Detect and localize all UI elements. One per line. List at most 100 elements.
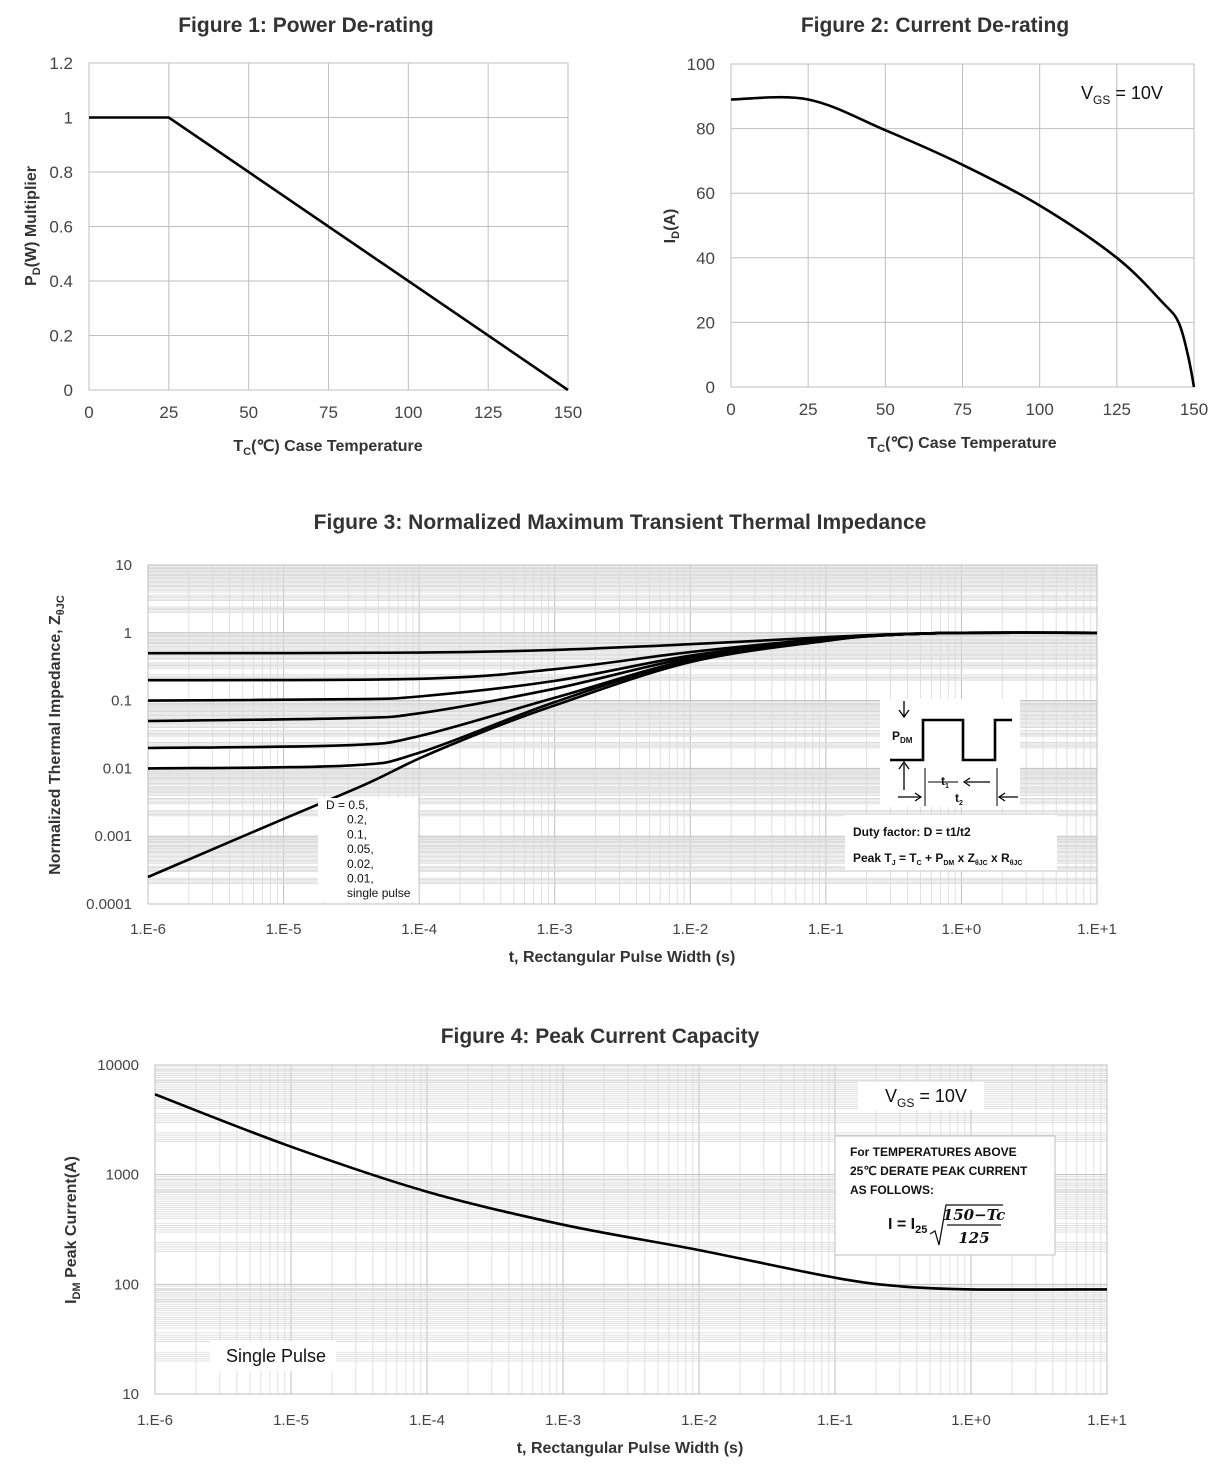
f1-x-tick-6: 150 — [554, 403, 582, 422]
figure-4-x-ticks: 1.E-6 1.E-5 1.E-4 1.E-3 1.E-2 1.E-1 1.E+0 1.E+1 — [137, 1412, 1127, 1429]
derate-formula-denominator: 125 — [958, 1229, 989, 1247]
t2-arrow-left-head — [914, 792, 923, 802]
pdm-arrow-bottom-head — [898, 760, 910, 770]
figure-3-title: Figure 3: Normalized Maximum Transient T… — [314, 511, 927, 534]
figure-4-derate-note: For TEMPERATURES ABOVE 25℃ DERATE PEAK C… — [834, 1135, 1056, 1256]
f4-x-tick-2: 1.E-4 — [409, 1412, 445, 1429]
figure-2-series-id — [730, 95, 1196, 388]
derate-formula-lhs: I = I25 — [888, 1216, 927, 1236]
f1-x-tick-5: 125 — [474, 403, 502, 422]
figure-2-x-ticks: 0 25 50 75 100 125 150 — [726, 400, 1208, 419]
figure-3-formula-box: Duty factor: D = t1/t2 Peak TJ = TC + PD… — [845, 815, 1057, 870]
f1-x-tick-3: 75 — [319, 403, 338, 422]
figure-4-y-ticks: 10 100 1000 10000 — [97, 1057, 139, 1403]
f2-x-tick-4: 100 — [1025, 400, 1053, 419]
figure-4-x-label: t, Rectangular Pulse Width (s) — [517, 1440, 744, 1457]
f1-y-tick-2: 0.4 — [49, 272, 73, 291]
f2-y-tick-1: 20 — [696, 313, 715, 332]
figure-3-legend-box — [318, 798, 418, 902]
f2-y-tick-0: 0 — [706, 378, 715, 397]
t1-arrow-right-head — [962, 777, 971, 787]
figure-2: Figure 2: Current De-rating 0 25 50 75 100 12… — [662, 14, 1208, 455]
figure-1-x-ticks: 0 25 50 75 100 125 150 — [84, 403, 582, 422]
figure-1-y-label: PD(W) Multiplier — [23, 166, 43, 286]
figure-1-title: Figure 1: Power De-rating — [178, 14, 434, 37]
derate-note-line-3: AS FOLLOWS: — [850, 1183, 934, 1197]
f4-x-tick-1: 1.E-5 — [273, 1412, 309, 1429]
figure-2-grid — [730, 63, 1195, 388]
derate-formula-radical — [929, 1204, 1003, 1246]
f3-x-tick-1: 1.E-5 — [266, 921, 302, 938]
f1-y-tick-6: 1.2 — [49, 54, 73, 73]
figure-3-legend: D = 0.5,0.2,0.1,0.05,0.02,0.01,single pu… — [326, 798, 411, 900]
f1-plot-frame — [88, 62, 569, 391]
figure-1-series-pd — [89, 116, 569, 392]
f4-x-tick-7: 1.E+1 — [1087, 1412, 1127, 1429]
figure-3-legend-line-3: 0.05, — [347, 842, 374, 856]
figure-3-legend-line-2: 0.1, — [347, 827, 367, 841]
f2-plot-frame — [730, 63, 1195, 388]
figure-3-series-group — [147, 631, 1098, 879]
f1-y-tick-5: 1 — [64, 109, 73, 128]
f3-x-tick-3: 1.E-3 — [537, 921, 573, 938]
f2-x-tick-2: 50 — [876, 400, 895, 419]
pulse-waveform — [890, 718, 1012, 762]
f2-y-tick-2: 40 — [696, 249, 715, 268]
f2-x-tick-1: 25 — [799, 400, 818, 419]
f3-x-tick-4: 1.E-2 — [672, 921, 708, 938]
f4-x-tick-6: 1.E+0 — [951, 1412, 991, 1429]
figure-4-title: Figure 4: Peak Current Capacity — [441, 1025, 760, 1048]
f3-y-tick-1: 0.001 — [94, 828, 132, 845]
figure-3-x-ticks: 1.E-6 1.E-5 1.E-4 1.E-3 1.E-2 1.E-1 1.E+0 1.E+1 — [130, 921, 1117, 938]
f3-y-tick-4: 1 — [124, 625, 132, 642]
duty-factor-text: Duty factor: D = t1/t2 — [853, 825, 971, 839]
f4-y-tick-0: 10 — [122, 1386, 139, 1403]
f1-y-tick-1: 0.2 — [49, 327, 73, 346]
f2-x-tick-5: 125 — [1103, 400, 1131, 419]
f2-y-tick-5: 100 — [687, 55, 715, 74]
figure-3-legend-line-4: 0.02, — [347, 857, 374, 871]
formula-box-background — [845, 815, 1057, 870]
figure-3-legend-line-6: single pulse — [347, 886, 411, 900]
f1-x-tick-1: 25 — [159, 403, 178, 422]
derate-note-line-1: For TEMPERATURES ABOVE — [850, 1145, 1017, 1159]
single-pulse-label: Single Pulse — [226, 1346, 326, 1366]
figure-3-legend-line-5: 0.01, — [347, 872, 374, 886]
figure-2-vgs-annotation: VGS = 10V — [1081, 83, 1163, 107]
t1-label: t1 — [941, 774, 949, 790]
f4-x-tick-4: 1.E-2 — [681, 1412, 717, 1429]
f1-x-tick-4: 100 — [394, 403, 422, 422]
f2-x-tick-0: 0 — [726, 400, 735, 419]
f3-x-tick-2: 1.E-4 — [401, 921, 437, 938]
f4-y-tick-3: 10000 — [97, 1057, 139, 1074]
figure-3-x-label: t, Rectangular Pulse Width (s) — [509, 949, 736, 966]
figure-2-y-ticks: 0 20 40 60 80 100 — [687, 55, 715, 397]
f4-x-tick-3: 1.E-3 — [545, 1412, 581, 1429]
f1-x-tick-0: 0 — [84, 403, 93, 422]
f1-y-tick-4: 0.8 — [49, 163, 73, 182]
f3-x-tick-7: 1.E+1 — [1077, 921, 1117, 938]
figure-1-grid — [88, 62, 569, 391]
f3-x-tick-0: 1.E-6 — [130, 921, 166, 938]
figure-1-y-ticks: 0 0.2 0.4 0.6 0.8 1 1.2 — [49, 54, 73, 400]
f3-y-tick-3: 0.1 — [111, 693, 132, 710]
f4-y-tick-1: 100 — [114, 1276, 139, 1293]
f4-x-tick-0: 1.E-6 — [137, 1412, 173, 1429]
f1-x-tick-2: 50 — [239, 403, 258, 422]
derate-formula-numerator: 150−Tc — [943, 1206, 1005, 1224]
figure-4-vgs-annotation: VGS = 10V — [885, 1086, 967, 1110]
f4-x-tick-5: 1.E-1 — [817, 1412, 853, 1429]
figure-2-title: Figure 2: Current De-rating — [801, 14, 1069, 37]
t2-label: t2 — [955, 791, 963, 807]
figure-3-legend-line-0: D = 0.5, — [326, 798, 368, 812]
f2-y-tick-4: 80 — [696, 120, 715, 139]
f4-plot-frame — [154, 1064, 1108, 1395]
figure-4-vgs-box — [858, 1082, 984, 1110]
figure-4-series-idm — [154, 1093, 1108, 1291]
f3-plot-frame — [147, 564, 1098, 905]
f3-y-tick-2: 0.01 — [103, 760, 132, 777]
f1-y-tick-0: 0 — [64, 381, 73, 400]
f3-y-tick-0: 0.0001 — [86, 896, 132, 913]
figure-1-x-label: TC(℃) Case Temperature — [233, 438, 422, 458]
